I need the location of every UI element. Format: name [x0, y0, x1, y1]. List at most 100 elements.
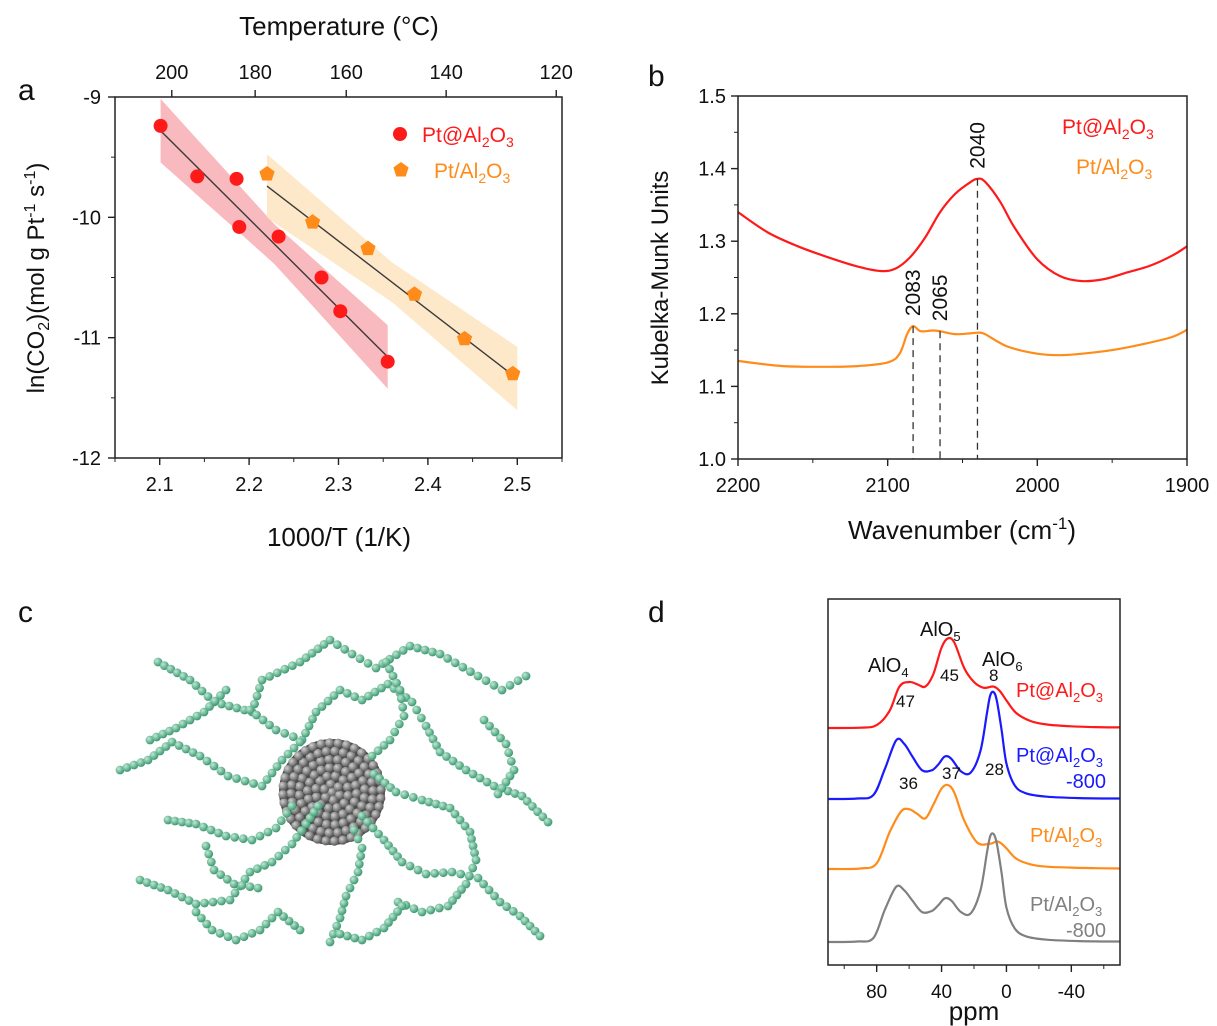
polymer-bead: [142, 878, 152, 887]
polymer-bead: [210, 696, 220, 706]
polymer-bead: [364, 691, 373, 701]
b-x-tick-label-1: 2100: [865, 475, 910, 497]
pt-atom: [341, 825, 351, 836]
panel-letter-d: d: [648, 596, 665, 629]
polymer-bead: [304, 721, 314, 731]
polymer-bead: [129, 760, 139, 770]
polymer-bead: [420, 645, 430, 655]
polymer-bead: [181, 744, 191, 754]
series-label-pt-at-al2o3-800: Pt@Al2O3: [1016, 745, 1103, 770]
polymer-bead: [179, 672, 189, 681]
polymer-bead: [209, 761, 219, 771]
polymer-bead: [155, 746, 165, 756]
pt-atom: [325, 738, 335, 748]
polymer-bead: [207, 925, 217, 935]
polymer-bead: [221, 831, 231, 841]
b-y-tick-label-4: 1.4: [698, 159, 726, 181]
polymer-bead: [191, 681, 201, 690]
pt-atom: [349, 797, 360, 807]
pt-atom: [309, 770, 319, 780]
pt-atom: [308, 760, 318, 770]
pt-atom: [302, 785, 312, 796]
polymer-bead: [280, 664, 290, 674]
polymer-bead: [230, 832, 240, 842]
pt-atom: [345, 804, 355, 814]
top-tick-label-2: 160: [330, 62, 363, 84]
polymer-bead: [295, 737, 305, 747]
pt-atom: [333, 828, 343, 838]
nmr-spectrum-1: [827, 690, 1121, 801]
pt-atom: [376, 793, 386, 803]
polymer-bead: [325, 937, 335, 947]
polymer-bead: [370, 687, 380, 697]
polymer-bead: [280, 728, 290, 738]
polymer-bead: [342, 688, 352, 698]
polymer-bead: [385, 664, 394, 674]
pt-atom: [376, 785, 386, 795]
data-point-s0-6: [333, 304, 348, 319]
polymer-bead: [287, 839, 297, 849]
data-point-s1-2: [360, 240, 376, 256]
polymer-bead: [222, 874, 232, 884]
polymer-bead: [245, 705, 255, 715]
b-y-tick-label-3: 1.3: [698, 231, 726, 253]
nmr-spectrum-2: [827, 783, 1121, 871]
polymer-bead: [262, 775, 272, 784]
polymer-bead: [257, 781, 267, 791]
polymer-bead: [215, 928, 225, 938]
polymer-bead: [479, 715, 489, 725]
pt-atom: [352, 788, 362, 799]
polymer-bead: [421, 721, 431, 731]
polymer-bead: [345, 883, 355, 893]
d-x-tick-label-1: 40: [931, 982, 952, 1003]
pt-atom: [308, 823, 318, 833]
polymer-bead: [521, 671, 531, 681]
polymer-bead: [217, 896, 226, 906]
pt-atom: [311, 783, 321, 794]
polymer-bead: [276, 816, 286, 826]
panel-b-spectra: [737, 177, 1188, 368]
polymer-bead: [206, 825, 216, 835]
pt-atom: [321, 819, 331, 829]
polymer-bead: [174, 741, 184, 750]
pt-atom: [324, 763, 334, 773]
polymer-bead: [416, 713, 426, 723]
polymer-bead: [397, 857, 407, 867]
polymer-bead: [497, 685, 507, 695]
polymer-bead: [115, 765, 125, 775]
pt-atom: [346, 832, 356, 843]
nmr-spectrum-0: [827, 636, 1121, 730]
pt-atom: [339, 798, 349, 808]
polymer-bead: [471, 855, 481, 865]
polymer-bead: [413, 865, 423, 875]
polymer-bead: [265, 672, 274, 681]
polymer-bead: [224, 701, 234, 711]
polymer-bead: [252, 710, 261, 720]
pt-atom: [341, 766, 351, 777]
polymer-bead: [283, 749, 293, 759]
polymer-bead: [288, 732, 298, 742]
data-point-s1-0: [259, 166, 275, 181]
polymer-bead: [238, 834, 248, 844]
polymer-bead: [417, 795, 427, 805]
pt-atom: [287, 780, 297, 790]
panel-letter-a: a: [18, 74, 35, 107]
polymer-bead: [205, 702, 214, 711]
annotation-value-47: 47: [896, 692, 915, 711]
polymer-bead: [428, 647, 437, 657]
pt-atom: [367, 777, 377, 787]
polymer-bead: [479, 879, 488, 889]
pt-atom: [300, 746, 310, 756]
polymer-bead: [455, 761, 464, 770]
polymer-bead: [464, 871, 474, 881]
polymer-bead: [257, 675, 267, 685]
polymer-bead: [461, 765, 471, 775]
pt-atom: [368, 760, 378, 770]
polymer-bead: [430, 868, 440, 878]
pt-atom: [324, 828, 334, 838]
b-x-tick-label-0: 2200: [716, 475, 761, 497]
polymer-bead: [206, 857, 216, 867]
polymer-bead: [450, 809, 460, 819]
polymer-bead: [301, 728, 310, 738]
panel-d-spectra: [827, 636, 1121, 944]
